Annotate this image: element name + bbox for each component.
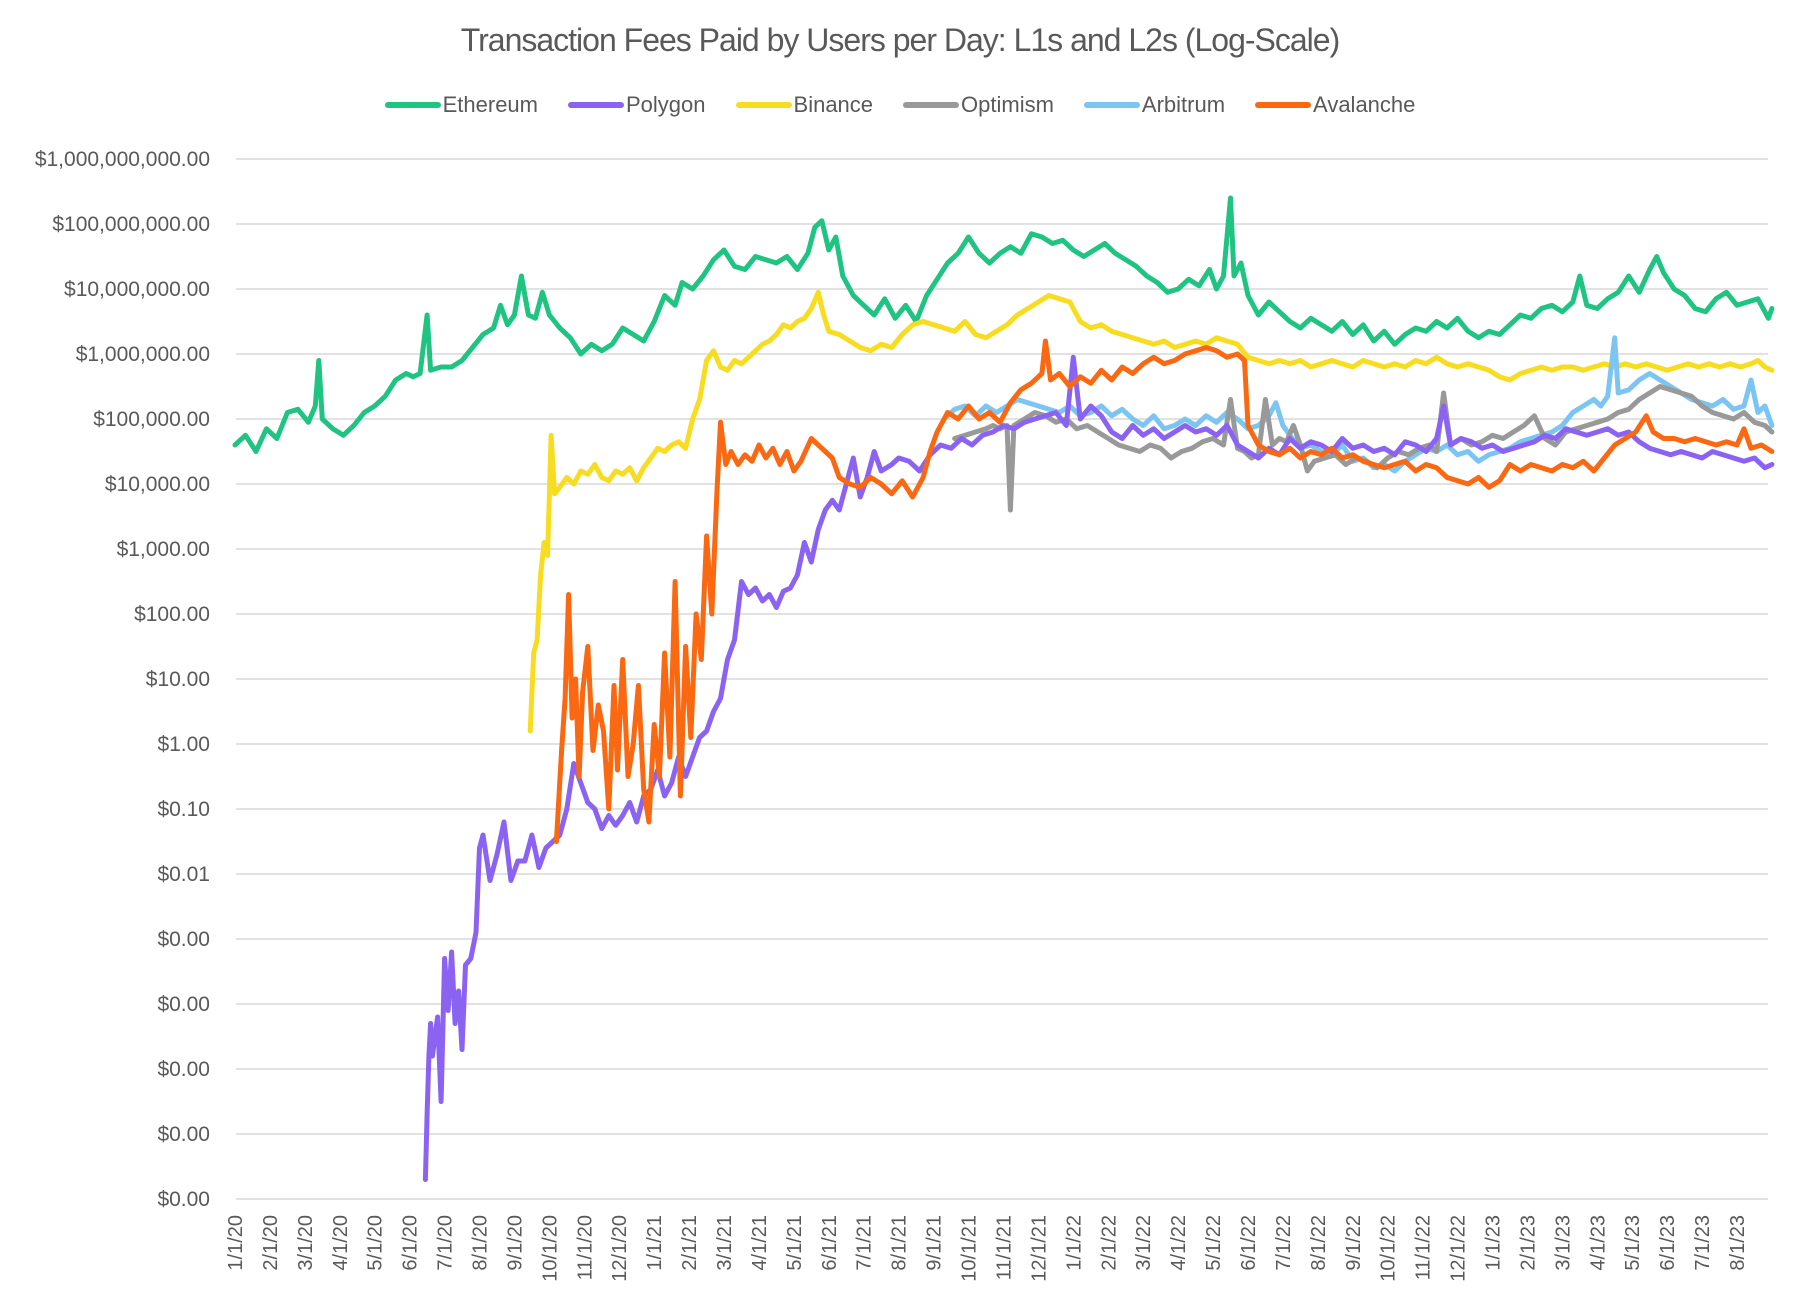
legend-item-ethereum: Ethereum: [384, 92, 538, 118]
x-tick-label: 12/1/20: [609, 1215, 631, 1282]
x-tick-label: 11/1/20: [574, 1215, 596, 1280]
y-tick-label: $0.01: [157, 863, 210, 886]
y-tick-label: $0.00: [157, 1123, 210, 1146]
x-tick-label: 6/1/21: [819, 1215, 841, 1271]
y-tick-label: $1,000.00: [117, 538, 210, 561]
x-tick-label: 5/1/21: [784, 1215, 806, 1271]
y-tick-label: $0.00: [157, 928, 210, 951]
series-line-avalanche: [553, 338, 1775, 844]
x-tick-label: 3/1/20: [295, 1215, 317, 1271]
x-tick-label: 4/1/23: [1587, 1215, 1609, 1271]
x-tick-label: 4/1/21: [749, 1215, 771, 1271]
x-tick-label: 10/1/22: [1378, 1215, 1400, 1282]
x-tick-label: 9/1/22: [1343, 1215, 1365, 1271]
x-tick-label: 2/1/22: [1098, 1215, 1120, 1271]
legend-item-arbitrum: Arbitrum: [1083, 92, 1226, 118]
legend-swatch-arbitrum: [1083, 102, 1140, 108]
y-tick-label: $1.00: [157, 733, 210, 756]
series-line-ethereum: [232, 195, 1775, 454]
x-tick-label: 3/1/23: [1552, 1215, 1574, 1271]
x-tick-label: 7/1/23: [1692, 1215, 1714, 1271]
x-tick-label: 3/1/21: [714, 1215, 736, 1271]
legend-item-binance: Binance: [735, 92, 874, 118]
x-tick-label: 10/1/21: [959, 1215, 981, 1282]
legend-label-ethereum: Ethereum: [442, 92, 538, 117]
x-tick-label: 5/1/20: [365, 1215, 387, 1271]
x-tick-label: 4/1/20: [330, 1215, 352, 1271]
x-tick-label: 9/1/21: [924, 1215, 946, 1271]
legend-swatch-avalanche: [1255, 102, 1312, 108]
series-line-polygon: [422, 354, 1775, 1182]
x-tick-label: 8/1/21: [889, 1215, 911, 1271]
legend-item-optimism: Optimism: [903, 92, 1054, 118]
legend-label-arbitrum: Arbitrum: [1141, 92, 1226, 117]
legend-label-avalanche: Avalanche: [1313, 92, 1416, 117]
series-lines: [232, 195, 1775, 1182]
x-tick-label: 2/1/21: [679, 1215, 701, 1271]
y-tick-label: $100.00: [134, 603, 210, 626]
x-tick-label: 7/1/20: [435, 1215, 457, 1271]
x-tick-label: 2/1/20: [260, 1215, 282, 1271]
y-tick-label: $10,000.00: [105, 473, 210, 496]
x-tick-label: 12/1/21: [1028, 1215, 1050, 1282]
y-axis-ticks: $1,000,000,000.00 $100,000,000.00 $10,000,…: [35, 148, 210, 1211]
legend-label-polygon: Polygon: [626, 92, 706, 117]
y-tick-label: $10,000,000.00: [64, 278, 210, 301]
x-tick-label: 6/1/22: [1238, 1215, 1260, 1271]
y-tick-label: $100,000.00: [93, 408, 210, 431]
x-tick-label: 2/1/23: [1517, 1215, 1539, 1271]
gridlines: [236, 158, 1768, 1200]
x-tick-label: 12/1/22: [1448, 1215, 1470, 1282]
legend-swatch-polygon: [568, 102, 624, 108]
x-tick-label: 11/1/21: [993, 1215, 1015, 1280]
legend-swatch-optimism: [903, 102, 960, 108]
x-tick-label: 6/1/23: [1657, 1215, 1679, 1271]
legend-swatch-binance: [735, 102, 792, 108]
y-tick-label: $0.00: [157, 1188, 210, 1211]
legend-label-optimism: Optimism: [961, 92, 1054, 117]
y-tick-label: $100,000,000.00: [52, 213, 210, 236]
x-tick-label: 1/1/23: [1482, 1215, 1504, 1271]
x-tick-label: 8/1/22: [1308, 1215, 1330, 1271]
y-tick-label: $10.00: [146, 668, 210, 691]
x-tick-label: 1/1/22: [1063, 1215, 1085, 1271]
y-tick-label: $1,000,000.00: [76, 343, 210, 366]
x-tick-label: 4/1/22: [1168, 1215, 1190, 1271]
x-tick-label: 10/1/20: [539, 1215, 561, 1282]
legend-item-polygon: Polygon: [568, 92, 706, 118]
x-tick-label: 5/1/22: [1203, 1215, 1225, 1271]
x-axis-ticks: 1/1/20 2/1/20 3/1/20 4/1/20 5/1/20 6/1/20 7/1/…: [225, 1215, 1749, 1282]
x-tick-label: 1/1/21: [644, 1215, 666, 1271]
x-tick-label: 7/1/21: [854, 1215, 876, 1271]
y-tick-label: $1,000,000,000.00: [35, 148, 210, 171]
legend-label-binance: Binance: [793, 92, 874, 117]
legend-swatch-ethereum: [384, 102, 441, 108]
y-tick-label: $0.00: [157, 993, 210, 1016]
x-tick-label: 9/1/20: [504, 1215, 526, 1271]
y-tick-label: $0.00: [157, 1058, 210, 1081]
legend-item-avalanche: Avalanche: [1255, 92, 1415, 118]
chart-title: Transaction Fees Paid by Users per Day: …: [460, 22, 1340, 58]
y-tick-label: $0.10: [157, 798, 210, 821]
chart-legend: Ethereum Polygon Binance Optimism Arbitr…: [0, 92, 1800, 118]
x-tick-label: 1/1/20: [225, 1215, 247, 1271]
x-tick-label: 3/1/22: [1133, 1215, 1155, 1271]
x-tick-label: 5/1/23: [1622, 1215, 1644, 1271]
x-tick-label: 8/1/23: [1727, 1215, 1749, 1271]
series-line-binance: [527, 289, 1775, 734]
x-tick-label: 11/1/22: [1413, 1215, 1435, 1280]
x-tick-label: 6/1/20: [400, 1215, 422, 1271]
x-tick-label: 7/1/22: [1273, 1215, 1295, 1271]
x-tick-label: 8/1/20: [470, 1215, 492, 1271]
